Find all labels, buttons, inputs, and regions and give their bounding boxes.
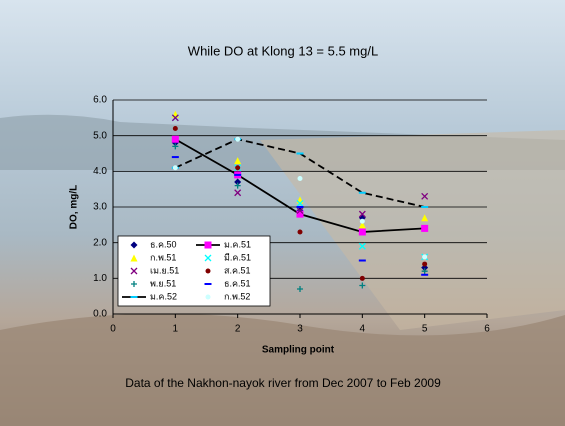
marker	[206, 269, 211, 274]
x-tick-label: 1	[173, 324, 179, 335]
y-tick-label: 4.0	[93, 166, 107, 177]
marker	[422, 254, 427, 259]
marker	[173, 165, 178, 170]
x-tick-label: 2	[235, 324, 241, 335]
legend: ธ.ค.50 ม.ค.51 ก.พ.51 มี.ค.51 เม.ย.51 ส.ค.51 พ.…	[118, 236, 270, 306]
x-axis-label: Sampling point	[262, 345, 335, 356]
marker	[172, 136, 179, 143]
legend-label: เม.ย.51	[150, 265, 179, 275]
legend-label: ธ.ค.50	[150, 239, 177, 249]
x-tick-label: 5	[422, 324, 428, 335]
chart: While DO at Klong 13 = 5.5 mg/L Sampling…	[0, 0, 565, 426]
marker	[298, 176, 303, 181]
marker	[173, 126, 178, 131]
marker	[235, 165, 240, 170]
legend-label: พ.ย.51	[150, 278, 176, 288]
legend-label: มี.ค.51	[224, 252, 251, 262]
legend-label: ม.ค.52	[150, 291, 177, 301]
caption: Data of the Nakhon-nayok river from Dec …	[125, 376, 441, 390]
marker	[235, 137, 240, 142]
x-tick-label: 6	[484, 324, 490, 335]
x-tick-label: 3	[297, 324, 303, 335]
marker	[206, 295, 211, 300]
y-tick-label: 1.0	[93, 273, 107, 284]
y-tick-label: 0.0	[93, 309, 107, 320]
marker	[360, 219, 365, 224]
y-tick-label: 3.0	[93, 202, 107, 213]
marker	[421, 225, 428, 232]
chart-title: While DO at Klong 13 = 5.5 mg/L	[188, 43, 378, 58]
legend-label: ม.ค.51	[224, 239, 251, 249]
page: {"chart_data": {"type": "scatter-line", …	[0, 0, 565, 426]
y-axis-label: DO, mg/L	[69, 185, 80, 229]
x-tick-label: 0	[110, 324, 116, 335]
marker	[422, 262, 427, 267]
x-tick-label: 4	[360, 324, 366, 335]
y-tick-label: 2.0	[93, 237, 107, 248]
marker	[359, 228, 366, 235]
marker	[298, 229, 303, 234]
marker	[205, 242, 212, 249]
y-tick-label: 6.0	[93, 95, 107, 106]
legend-label: ก.พ.51	[150, 252, 176, 262]
y-tick-label: 5.0	[93, 130, 107, 141]
marker	[297, 211, 304, 218]
legend-label: ส.ค.51	[224, 265, 251, 275]
legend-label: ธ.ค.51	[224, 278, 251, 288]
legend-label: ก.พ.52	[224, 291, 250, 301]
marker	[360, 276, 365, 281]
